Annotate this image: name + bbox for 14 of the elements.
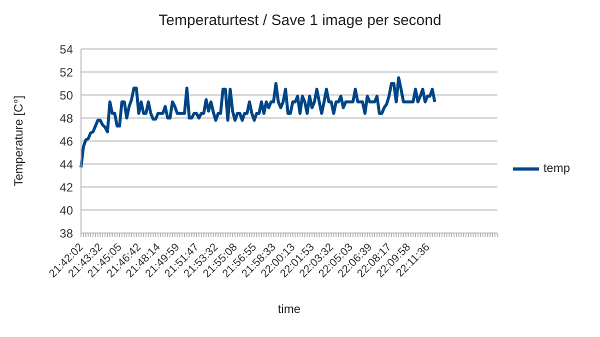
y-tick-label: 38 bbox=[60, 226, 74, 240]
x-axis-title: time bbox=[278, 302, 301, 316]
y-tick-label: 52 bbox=[60, 65, 74, 80]
legend-label: temp bbox=[543, 160, 570, 175]
y-tick-label: 48 bbox=[60, 111, 74, 126]
y-tick-label: 44 bbox=[60, 157, 74, 172]
y-tick-label: 40 bbox=[60, 203, 74, 218]
y-tick-label: 50 bbox=[60, 88, 74, 102]
y-tick-label: 46 bbox=[60, 134, 74, 148]
y-axis-title: Temperature [C°] bbox=[11, 96, 26, 186]
chart-title: Temperaturtest / Save 1 image per second bbox=[158, 12, 442, 29]
y-tick-label: 54 bbox=[60, 42, 74, 56]
line-series bbox=[80, 76, 436, 169]
y-tick-label: 42 bbox=[60, 180, 74, 194]
